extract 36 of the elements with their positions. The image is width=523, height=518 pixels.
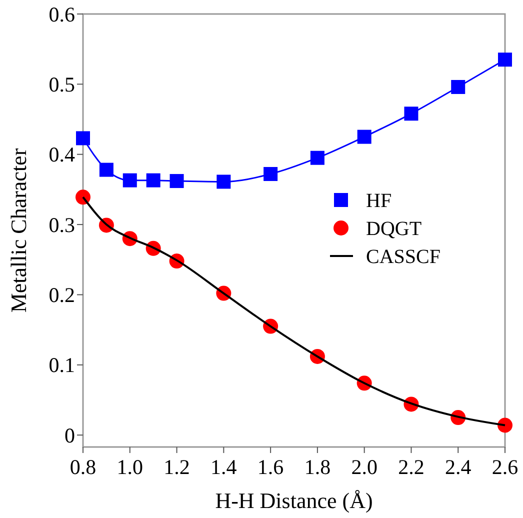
x-tick-label: 2.4	[444, 455, 472, 479]
x-tick-label: 1.4	[210, 455, 238, 479]
y-tick-label: 0.1	[48, 353, 75, 378]
point	[498, 418, 512, 433]
x-tick-label: 2.0	[351, 455, 378, 479]
point	[170, 174, 184, 188]
legend-label: CASSCF	[366, 246, 440, 268]
x-tick-label: 1.6	[257, 455, 284, 479]
y-tick-label: 0.4	[48, 142, 76, 167]
y-tick-label: 0.5	[48, 72, 75, 97]
legend-label: HF	[366, 190, 392, 212]
point	[99, 162, 114, 177]
x-tick-label: 2.2	[398, 455, 424, 479]
point	[498, 52, 512, 67]
point	[76, 190, 90, 205]
point	[264, 167, 278, 182]
x-axis-title: H-H Distance (Å)	[215, 488, 373, 513]
x-tick-label: 1.8	[304, 455, 331, 479]
point	[357, 130, 372, 144]
legend-label: DQGT	[366, 218, 422, 240]
x-tick-label: 2.6	[492, 455, 518, 479]
y-tick-label: 0.6	[48, 2, 75, 26]
point	[122, 173, 137, 188]
point	[310, 150, 324, 165]
x-tick-label: 0.8	[70, 455, 96, 479]
point	[404, 106, 418, 121]
y-tick-label: 0.3	[48, 212, 75, 237]
x-tick-label: 1.0	[116, 455, 144, 479]
point	[451, 80, 466, 94]
y-tick-label: 0	[64, 423, 75, 448]
x-tick-label: 1.2	[164, 455, 190, 479]
point	[76, 131, 90, 146]
point	[146, 173, 160, 188]
y-axis-title: Metallic Character	[6, 148, 31, 313]
y-tick-label: 0.2	[48, 283, 75, 308]
point	[216, 174, 231, 189]
